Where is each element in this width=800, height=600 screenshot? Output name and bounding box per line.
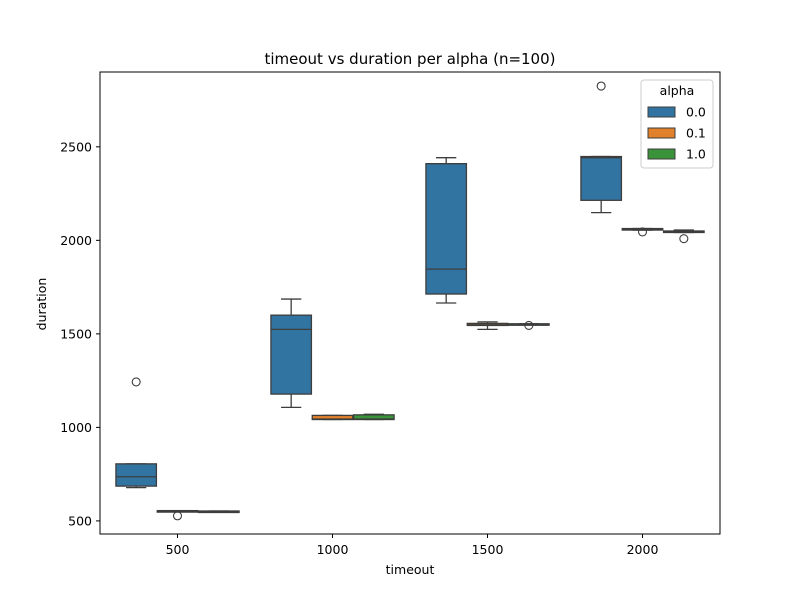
x-tick-label: 500	[166, 542, 190, 557]
legend-label-0.0: 0.0	[686, 105, 706, 120]
y-tick-label: 1500	[60, 326, 92, 341]
y-tick-label: 500	[68, 513, 92, 528]
x-tick-label: 1500	[472, 542, 504, 557]
outlier-point	[524, 320, 534, 330]
y-tick-label: 1000	[60, 420, 92, 435]
box-0.0-1500	[425, 163, 468, 295]
legend-swatch-1.0	[647, 148, 676, 160]
outlier-point	[172, 511, 183, 521]
legend-label-1.0: 1.0	[686, 147, 706, 162]
y-axis-label: duration	[34, 278, 49, 331]
x-axis-label: timeout	[386, 562, 435, 577]
plot-area	[115, 81, 705, 521]
y-tick-label: 2500	[60, 139, 92, 154]
legend-title: alpha	[660, 83, 695, 98]
chart-title: timeout vs duration per alpha (n=100)	[264, 50, 555, 68]
legend-box	[640, 79, 714, 169]
legend-swatch-0.1	[647, 127, 676, 139]
legend-label-0.1: 0.1	[686, 126, 706, 141]
axes-frame	[99, 71, 721, 535]
outlier-point	[131, 377, 141, 387]
outlier-point	[596, 81, 606, 91]
axes: 500 1000 1500 2000 2500 500 1000 1500 2000	[60, 71, 721, 557]
outlier-point	[679, 234, 689, 244]
legend-swatch-0.0	[647, 106, 676, 118]
box-0.0-2000	[580, 155, 623, 201]
box-0.0-1000	[270, 314, 313, 395]
x-tick-label: 1000	[317, 542, 349, 557]
y-tick-label: 2000	[60, 233, 92, 248]
box-0.0-500	[115, 463, 158, 487]
legend: alpha 0.0 0.1 1.0	[640, 79, 714, 169]
outlier-point	[637, 227, 648, 237]
x-tick-label: 2000	[627, 542, 659, 557]
